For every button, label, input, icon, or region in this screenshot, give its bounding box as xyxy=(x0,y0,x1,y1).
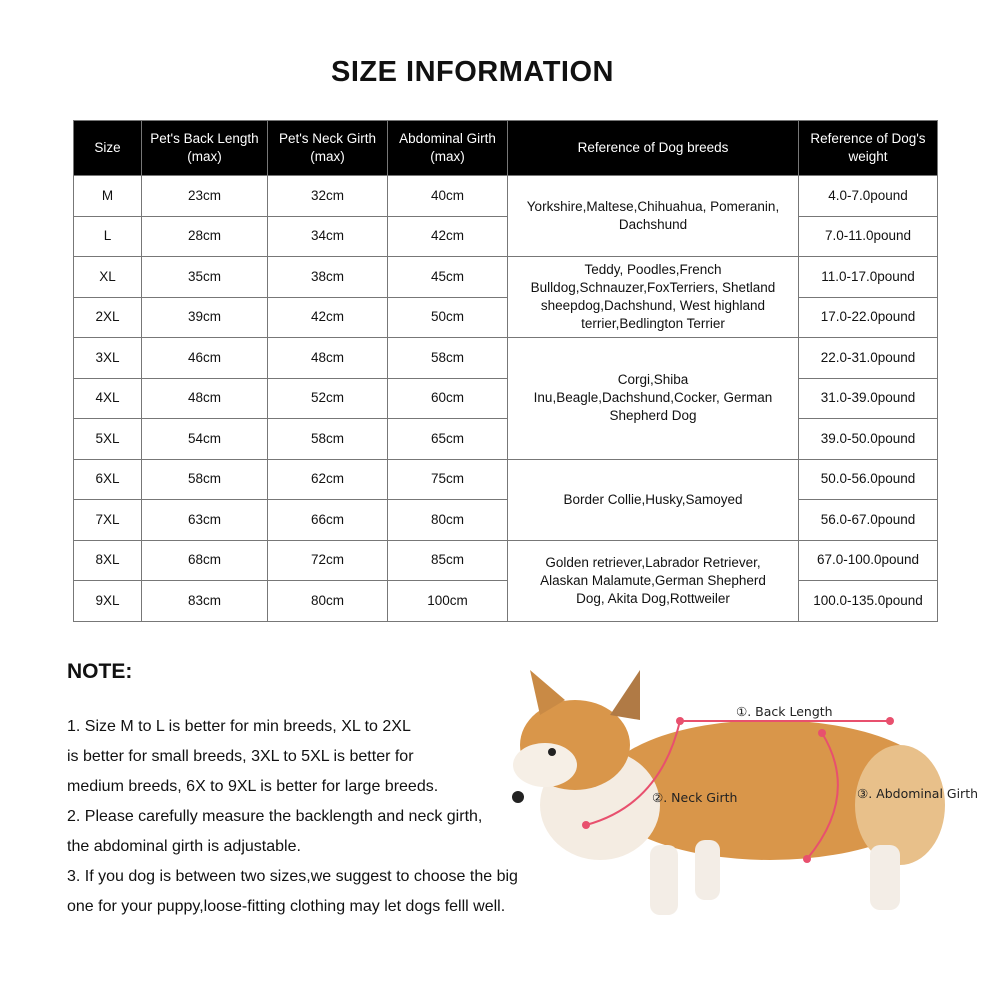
table-row: XL 35cm 38cm 45cm Teddy, Poodles,French Bull… xyxy=(73,256,938,338)
table-row: 4XL 48cm 52cm 60cm 31.0-39.0pound xyxy=(73,377,938,419)
back-length-cell: 54cm xyxy=(141,418,268,460)
table-row: 2XL 39cm 42cm 50cm 17.0-22.0pound xyxy=(73,296,938,338)
abdominal-girth-cell: 85cm xyxy=(387,539,508,581)
neck-girth-cell: 58cm xyxy=(267,418,388,460)
breeds-cell: Teddy, Poodles,French Bulldog,Schnauzer,… xyxy=(507,256,799,338)
abdominal-girth-cell: 75cm xyxy=(387,458,508,500)
abdominal-girth-cell: 40cm xyxy=(387,175,508,217)
header-weight: Reference of Dog's weight xyxy=(798,120,938,176)
note-line: 2. Please carefully measure the backleng… xyxy=(67,808,483,825)
measurement-points xyxy=(582,717,894,863)
size-cell: M xyxy=(73,175,142,217)
neck-girth-cell: 62cm xyxy=(267,458,388,500)
size-cell: 8XL xyxy=(73,539,142,581)
breeds-cell: Yorkshire,Maltese,Chihuahua, Pomeranin, … xyxy=(507,175,799,257)
measurement-lines xyxy=(585,720,890,860)
abdominal-girth-cell: 65cm xyxy=(387,418,508,460)
back-length-cell: 23cm xyxy=(141,175,268,217)
neck-girth-cell: 48cm xyxy=(267,337,388,379)
note-line: one for your puppy,loose-fitting clothin… xyxy=(67,898,506,915)
table-row: 7XL 63cm 66cm 80cm 56.0-67.0pound xyxy=(73,499,938,541)
back-length-cell: 48cm xyxy=(141,377,268,419)
size-cell: 4XL xyxy=(73,377,142,419)
table-row: L 28cm 34cm 42cm 7.0-11.0pound xyxy=(73,215,938,257)
neck-girth-cell: 66cm xyxy=(267,499,388,541)
page-title: SIZE INFORMATION xyxy=(331,56,614,88)
weight-cell: 11.0-17.0pound xyxy=(798,256,938,298)
neck-girth-cell: 38cm xyxy=(267,256,388,298)
abdominal-girth-cell: 100cm xyxy=(387,580,508,622)
back-length-cell: 83cm xyxy=(141,580,268,622)
abdominal-girth-label: ③. Abdominal Girth xyxy=(857,786,979,801)
corgi-body xyxy=(512,670,945,915)
abdominal-girth-cell: 42cm xyxy=(387,215,508,257)
neck-girth-cell: 32cm xyxy=(267,175,388,217)
neck-girth-line xyxy=(585,720,681,826)
note-line: the abdominal girth is adjustable. xyxy=(67,838,301,855)
size-cell: L xyxy=(73,215,142,257)
size-cell: 6XL xyxy=(73,458,142,500)
breeds-cell: Corgi,Shiba Inu,Beagle,Dachshund,Cocker,… xyxy=(507,337,799,460)
abdominal-girth-line xyxy=(806,732,839,860)
table-row: 8XL 68cm 72cm 85cm Golden retriever,Labrador… xyxy=(73,539,938,622)
weight-cell: 56.0-67.0pound xyxy=(798,499,938,541)
neck-girth-cell: 42cm xyxy=(267,296,388,338)
neck-girth-cell: 52cm xyxy=(267,377,388,419)
back-length-cell: 35cm xyxy=(141,256,268,298)
abdominal-girth-cell: 58cm xyxy=(387,337,508,379)
abdominal-girth-cell: 50cm xyxy=(387,296,508,338)
note-line: is better for small breeds, 3XL to 5XL i… xyxy=(67,748,414,765)
table-row: 6XL 58cm 62cm 75cm Border Collie,Husky,Samoy… xyxy=(73,458,938,541)
weight-cell: 4.0-7.0pound xyxy=(798,175,938,217)
size-cell: 5XL xyxy=(73,418,142,460)
weight-cell: 50.0-56.0pound xyxy=(798,458,938,500)
back-length-cell: 58cm xyxy=(141,458,268,500)
weight-cell: 7.0-11.0pound xyxy=(798,215,938,257)
weight-cell: 31.0-39.0pound xyxy=(798,377,938,419)
table-header-row: Size Pet's Back Length (max) Pet's Neck … xyxy=(73,120,938,176)
table-row: 5XL 54cm 58cm 65cm 39.0-50.0pound xyxy=(73,418,938,460)
breeds-cell: Border Collie,Husky,Samoyed xyxy=(507,458,799,541)
header-back-length: Pet's Back Length (max) xyxy=(141,120,268,176)
table-row: 9XL 83cm 80cm 100cm 100.0-135.0pound xyxy=(73,580,938,622)
neck-girth-cell: 72cm xyxy=(267,539,388,581)
size-cell: 2XL xyxy=(73,296,142,338)
neck-girth-cell: 80cm xyxy=(267,580,388,622)
size-cell: 3XL xyxy=(73,337,142,379)
header-neck-girth: Pet's Neck Girth (max) xyxy=(267,120,388,176)
note-line: medium breeds, 6X to 9XL is better for l… xyxy=(67,778,439,795)
back-length-cell: 46cm xyxy=(141,337,268,379)
abdominal-girth-cell: 80cm xyxy=(387,499,508,541)
weight-cell: 39.0-50.0pound xyxy=(798,418,938,460)
note-title: NOTE: xyxy=(67,660,133,683)
weight-cell: 67.0-100.0pound xyxy=(798,539,938,581)
neck-girth-cell: 34cm xyxy=(267,215,388,257)
dog-measurement-diagram: ①. Back Length ②. Neck Girth ③. Abdomina… xyxy=(500,655,990,945)
header-size: Size xyxy=(73,120,142,176)
header-abdominal-girth: Abdominal Girth (max) xyxy=(387,120,508,176)
size-cell: 9XL xyxy=(73,580,142,622)
table-row: 3XL 46cm 48cm 58cm Corgi,Shiba Inu,Beagle,Da… xyxy=(73,337,938,460)
note-line: 3. If you dog is between two sizes,we su… xyxy=(67,868,518,885)
back-length-cell: 63cm xyxy=(141,499,268,541)
back-length-label: ①. Back Length xyxy=(736,704,833,719)
abdominal-girth-cell: 60cm xyxy=(387,377,508,419)
weight-cell: 100.0-135.0pound xyxy=(798,580,938,622)
back-length-cell: 39cm xyxy=(141,296,268,338)
neck-girth-label: ②. Neck Girth xyxy=(652,790,738,805)
breeds-cell: Golden retriever,Labrador Retriever, Ala… xyxy=(507,539,799,622)
size-cell: 7XL xyxy=(73,499,142,541)
back-length-cell: 68cm xyxy=(141,539,268,581)
corgi-illustration xyxy=(512,670,945,915)
weight-cell: 22.0-31.0pound xyxy=(798,337,938,379)
note-list: 1. Size M to L is better for min breeds,… xyxy=(67,712,518,922)
size-table: Size Pet's Back Length (max) Pet's Neck … xyxy=(73,120,938,622)
size-cell: XL xyxy=(73,256,142,298)
abdominal-girth-cell: 45cm xyxy=(387,256,508,298)
note-line: 1. Size M to L is better for min breeds,… xyxy=(67,718,411,735)
table-row: M 23cm 32cm 40cm Yorkshire,Maltese,Chihuahua… xyxy=(73,175,938,257)
weight-cell: 17.0-22.0pound xyxy=(798,296,938,338)
back-length-cell: 28cm xyxy=(141,215,268,257)
header-breeds: Reference of Dog breeds xyxy=(507,120,799,176)
